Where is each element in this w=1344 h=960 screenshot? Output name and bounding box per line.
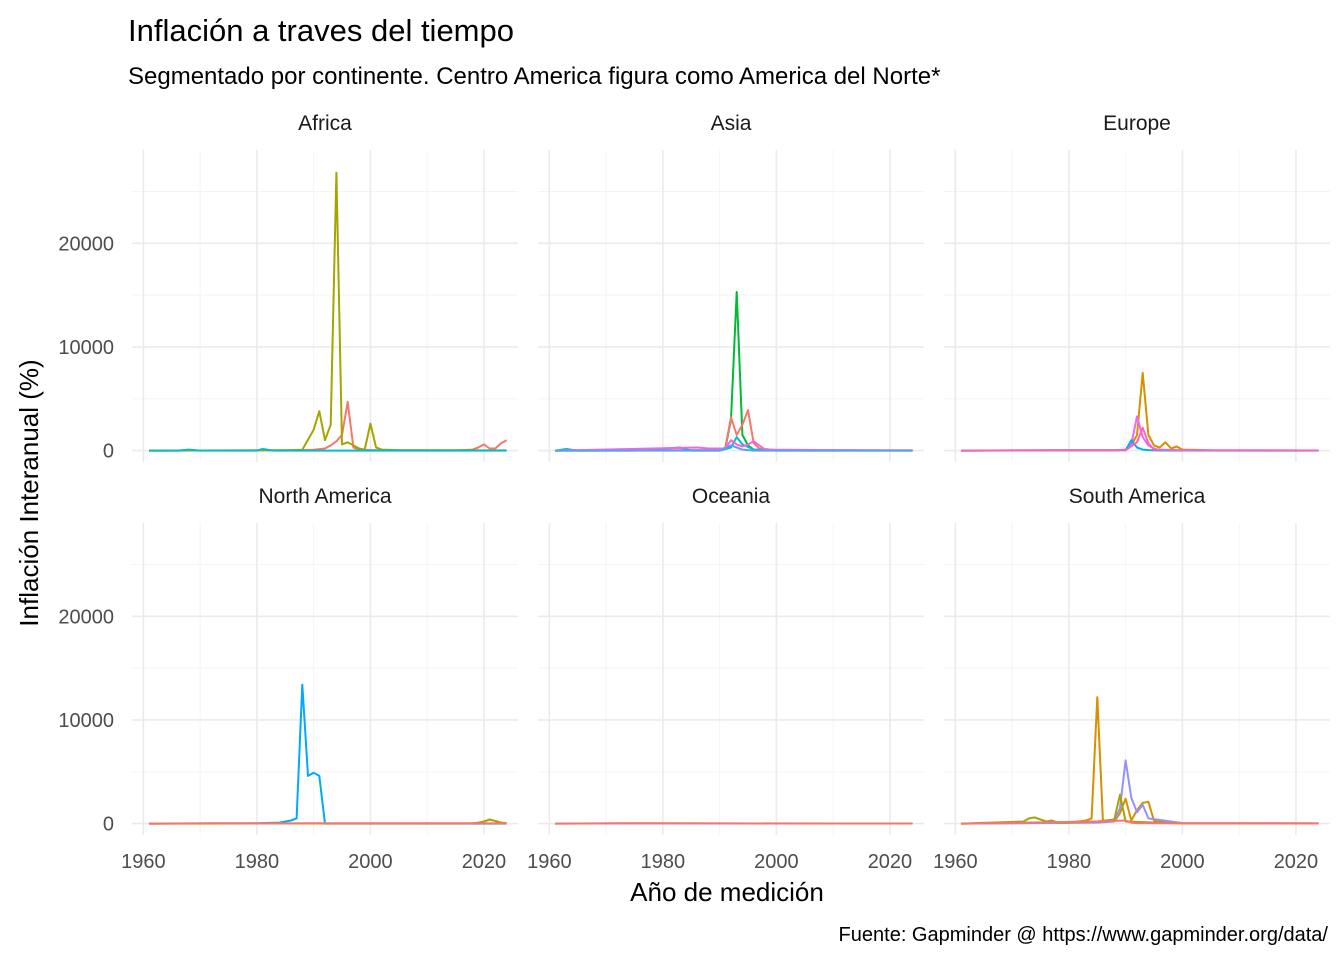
y-tick-label: 10000: [58, 337, 114, 359]
series-line-asia-4: [555, 444, 913, 452]
facet-europe: Europe: [944, 112, 1330, 462]
y-tick-label: 20000: [58, 233, 114, 255]
x-tick-label: 1980: [235, 851, 280, 873]
x-tick-label: 2020: [1274, 851, 1319, 873]
facet-label-oceania: Oceania: [692, 485, 771, 508]
facet-oceania: Oceania 1960 1980 2000 2020: [527, 485, 924, 873]
x-tick-label: 1960: [933, 851, 978, 873]
x-tick-label: 2000: [754, 851, 799, 873]
y-tick-label: 20000: [58, 606, 114, 628]
chart-title: Inflación a traves del tiempo: [128, 13, 514, 48]
facet-africa: Africa 0 10000 20000: [58, 112, 518, 463]
y-axis-title: Inflación Interanual (%): [14, 359, 44, 626]
series-line-africa-1: [148, 171, 507, 452]
facet-south-america: South America 1960 1980 2000 2020: [933, 485, 1330, 873]
x-tick-label: 2000: [348, 851, 393, 873]
chart-subtitle: Segmentado por continente. Centro Americ…: [128, 63, 940, 90]
facet-label-africa: Africa: [298, 112, 352, 135]
facet-label-north-america: North America: [258, 485, 391, 508]
facet-north-america: North America 0 10000 20000 1960 1980 2000 2020: [58, 485, 518, 873]
series-line-africa-0: [148, 400, 508, 452]
facet-asia: Asia: [538, 112, 924, 462]
series-line-asia-3: [554, 439, 913, 452]
x-tick-label: 1980: [1047, 851, 1092, 873]
x-tick-label: 1960: [527, 851, 572, 873]
x-axis-title: Año de medición: [630, 877, 824, 907]
series-line-south-america-1: [960, 759, 1319, 825]
chart-caption: Fuente: Gapminder @ https://www.gapminde…: [839, 924, 1329, 946]
y-tick-label: 10000: [58, 710, 114, 732]
series-line-europe-2: [960, 439, 1319, 452]
facet-label-europe: Europe: [1103, 112, 1171, 135]
facet-label-asia: Asia: [711, 112, 752, 135]
facet-label-south-america: South America: [1069, 485, 1206, 508]
series-line-south-america-3: [960, 819, 1319, 825]
series-line-asia-1: [554, 409, 913, 452]
x-tick-label: 2020: [462, 851, 507, 873]
series-line-north-america-0: [148, 683, 507, 825]
series-line-south-america-0: [960, 696, 1319, 825]
x-tick-label: 1980: [641, 851, 686, 873]
y-tick-label: 0: [103, 814, 114, 836]
x-tick-label: 2020: [868, 851, 913, 873]
x-tick-label: 2000: [1160, 851, 1205, 873]
series-line-europe-0: [960, 371, 1319, 452]
y-tick-label: 0: [103, 441, 114, 463]
series-line-africa-2: [149, 448, 507, 452]
series-line-europe-3: [960, 426, 1319, 452]
x-tick-label: 1960: [121, 851, 166, 873]
